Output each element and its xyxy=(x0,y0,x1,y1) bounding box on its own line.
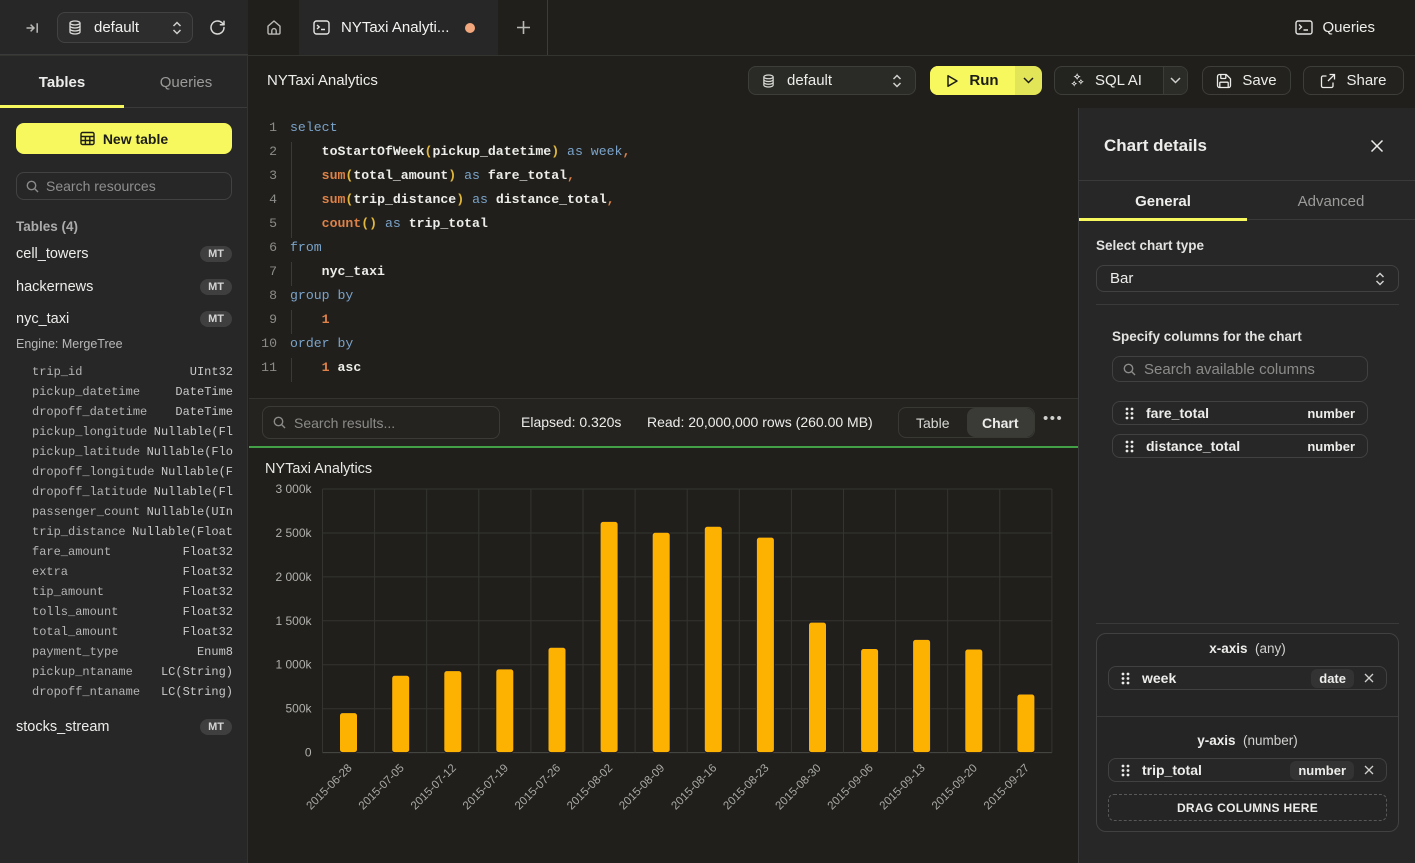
svg-text:3 000k: 3 000k xyxy=(275,482,312,496)
svg-text:2015-07-19: 2015-07-19 xyxy=(461,762,511,812)
svg-text:500k: 500k xyxy=(285,702,312,716)
svg-text:2015-07-12: 2015-07-12 xyxy=(409,762,459,812)
svg-text:2015-07-05: 2015-07-05 xyxy=(357,762,407,812)
svg-text:2015-07-26: 2015-07-26 xyxy=(513,762,563,812)
svg-text:2015-09-13: 2015-09-13 xyxy=(878,762,928,812)
svg-text:2015-09-06: 2015-09-06 xyxy=(826,762,876,812)
svg-text:2015-08-23: 2015-08-23 xyxy=(721,762,771,812)
svg-text:2 500k: 2 500k xyxy=(275,526,312,540)
svg-text:2015-08-30: 2015-08-30 xyxy=(774,762,824,812)
svg-text:1 500k: 1 500k xyxy=(275,614,312,628)
svg-text:2015-08-16: 2015-08-16 xyxy=(669,762,719,812)
svg-text:2015-09-27: 2015-09-27 xyxy=(982,762,1032,812)
svg-text:2015-06-28: 2015-06-28 xyxy=(305,762,355,812)
svg-text:0: 0 xyxy=(305,746,312,760)
svg-text:1 000k: 1 000k xyxy=(275,658,312,672)
svg-text:2015-08-09: 2015-08-09 xyxy=(617,762,667,812)
svg-text:2015-08-02: 2015-08-02 xyxy=(565,762,615,812)
svg-text:2 000k: 2 000k xyxy=(275,570,312,584)
svg-text:2015-09-20: 2015-09-20 xyxy=(930,762,980,812)
